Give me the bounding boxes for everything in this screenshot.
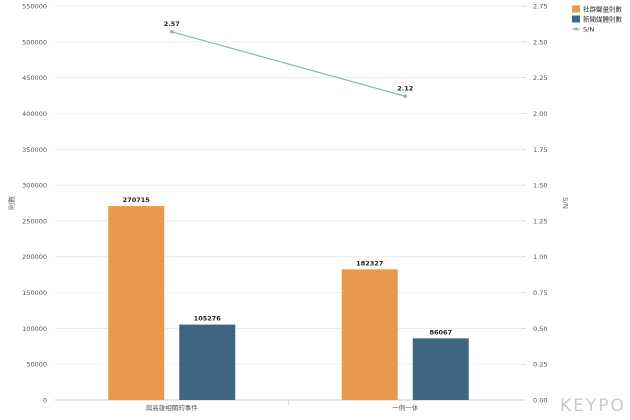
bar-series: 270715 105276 182327 86067 <box>108 196 469 400</box>
legend-label: 新聞媒體則數 <box>583 14 623 23</box>
keypo-watermark: KEYPO <box>560 396 626 416</box>
y-tick-left: 500000 <box>22 38 47 46</box>
x-ticks: 與高雄相關的事件 一例一休 <box>146 400 419 412</box>
y-tick-right: 0.50 <box>533 325 547 333</box>
sn-point <box>169 29 174 34</box>
y-tick-left: 400000 <box>22 110 47 118</box>
y-tick-right: 1.00 <box>533 253 547 261</box>
bar-data-label: 182327 <box>356 259 383 267</box>
sn-data-label: 2.12 <box>397 84 413 92</box>
y-tick-left: 0 <box>43 397 47 405</box>
y-tick-left: 100000 <box>22 325 47 333</box>
y-tick-left: 450000 <box>22 74 47 82</box>
y-tick-right: 1.25 <box>533 217 547 225</box>
sn-line <box>171 31 406 97</box>
sn-line-series: 2.57 2.12 <box>164 20 413 99</box>
bar-data-label: 105276 <box>194 315 222 323</box>
legend-label: S/N <box>583 25 594 33</box>
sn-data-label: 2.57 <box>164 20 180 28</box>
y-axis-title-right: S/N <box>561 197 569 209</box>
bar <box>341 269 398 400</box>
y-tick-right: 1.75 <box>533 146 547 154</box>
x-tick-label: 與高雄相關的事件 <box>146 403 199 412</box>
y-tick-right: 1.50 <box>533 182 547 190</box>
bar <box>412 338 469 400</box>
legend-swatch <box>572 5 580 13</box>
y-tick-right: 2.25 <box>533 74 547 82</box>
legend-swatch <box>572 15 580 23</box>
y-tick-left: 200000 <box>22 253 47 261</box>
legend-label: 社群聲量則數 <box>583 4 623 13</box>
y-ticks-right: 0.00 0.25 0.50 0.75 1.00 1.25 1.50 1.75 2.00 2.25… <box>522 3 547 405</box>
watermark-text: KEYPO <box>560 396 626 416</box>
y-tick-left: 350000 <box>22 146 47 154</box>
y-tick-left: 150000 <box>22 289 47 297</box>
y-tick-right: 2.00 <box>533 110 547 118</box>
bar <box>179 324 236 400</box>
y-tick-right: 2.50 <box>533 38 547 46</box>
bar-data-label: 270715 <box>123 196 151 204</box>
legend-marker <box>574 27 578 31</box>
x-tick-label: 一例一休 <box>392 403 419 412</box>
y-tick-left: 250000 <box>22 217 47 225</box>
y-axis-title-left: 則數 <box>7 196 16 210</box>
y-ticks-left: 0 50000 100000 150000 200000 250000 300000 3500… <box>22 3 47 405</box>
bar-data-label: 86067 <box>429 328 452 336</box>
y-tick-right: 0.25 <box>533 361 547 369</box>
axes: 則數 S/N <box>7 196 569 401</box>
sn-point <box>403 94 408 99</box>
y-tick-right: 2.75 <box>533 3 547 11</box>
bar <box>108 206 165 400</box>
y-tick-left: 50000 <box>26 361 47 369</box>
y-tick-left: 300000 <box>22 182 47 190</box>
y-tick-left: 550000 <box>22 3 47 11</box>
y-tick-right: 0.00 <box>533 397 547 405</box>
y-tick-right: 0.75 <box>533 289 547 297</box>
